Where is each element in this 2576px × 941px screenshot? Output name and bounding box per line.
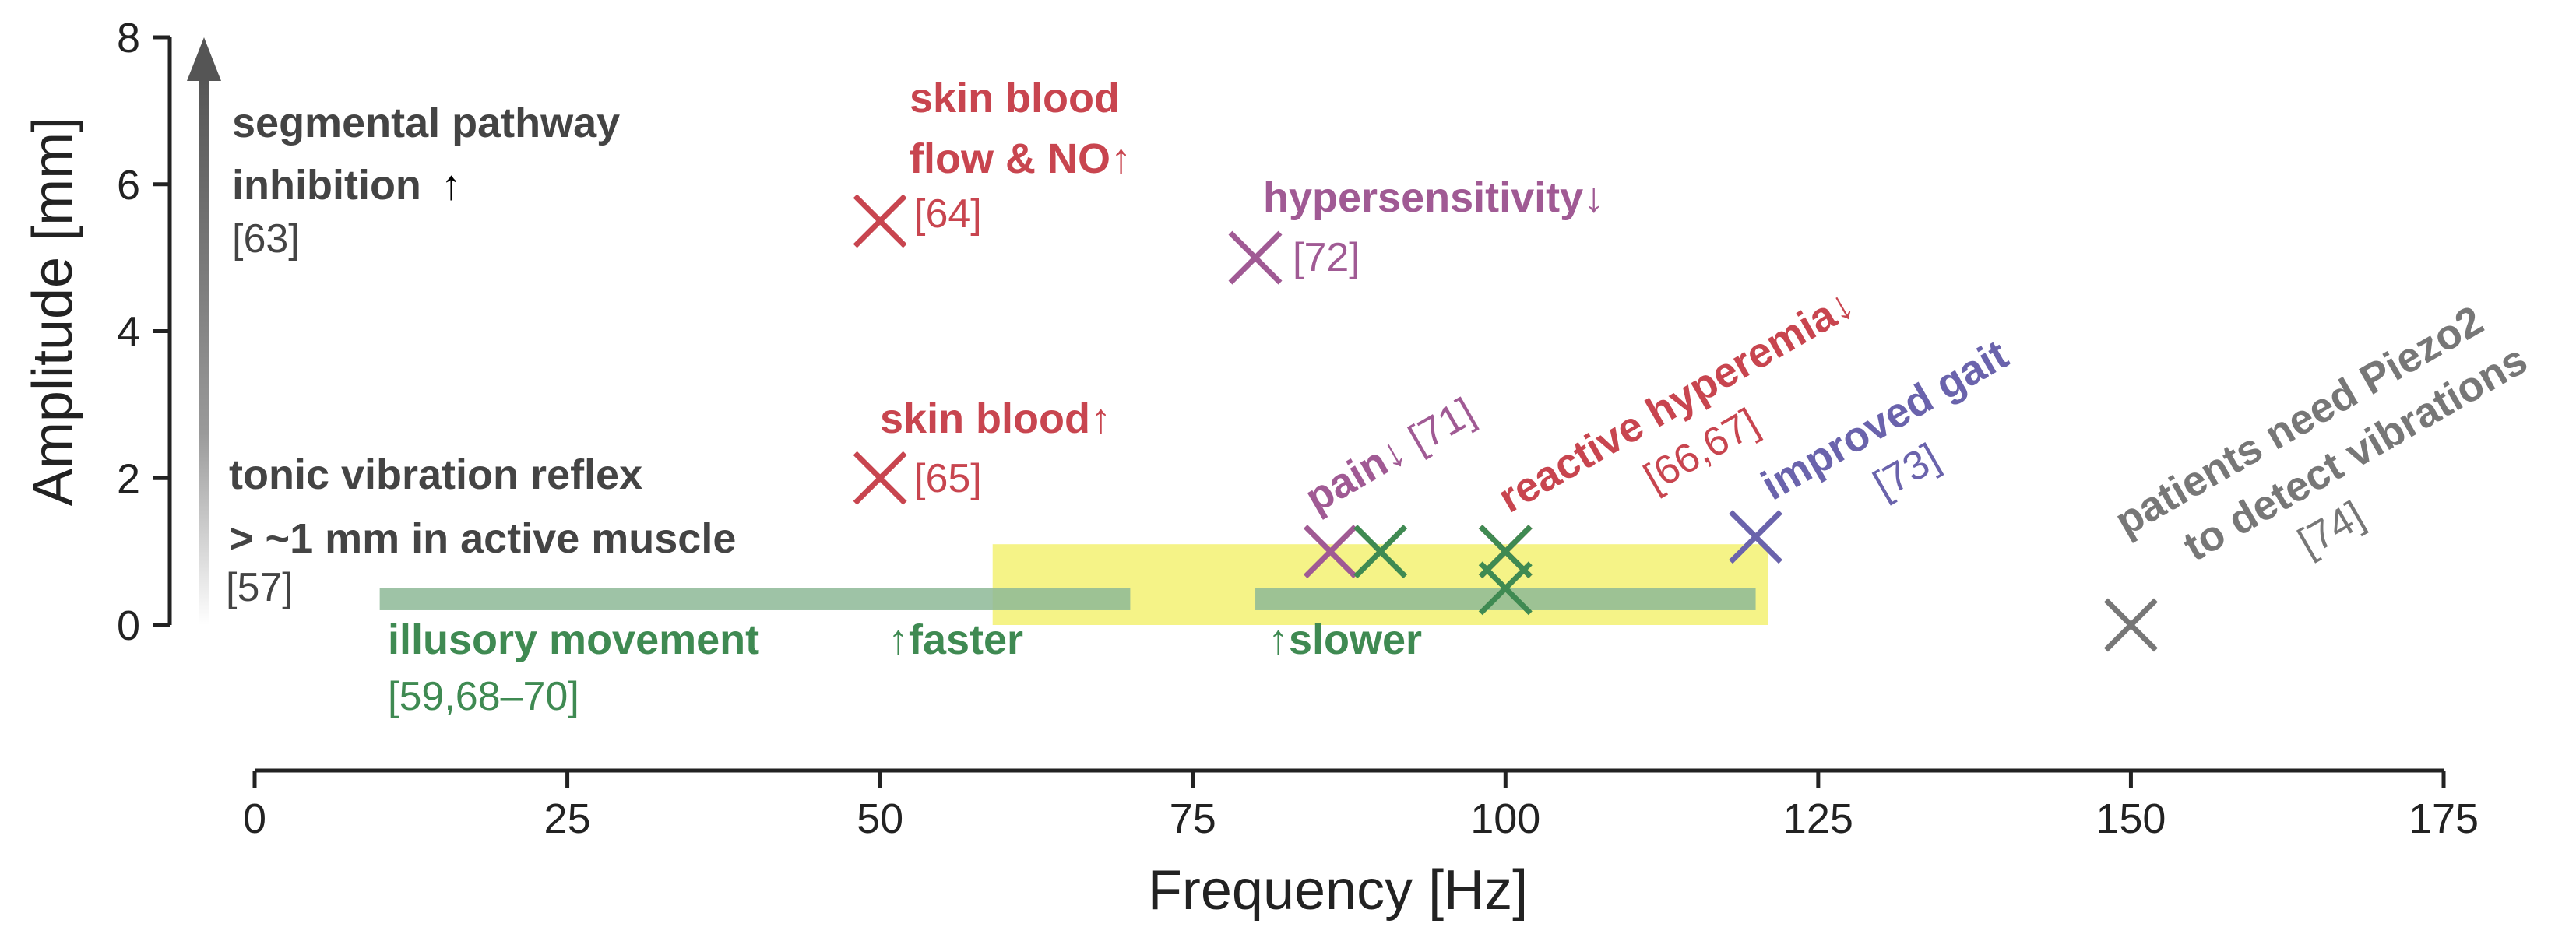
data-point-7	[1478, 561, 1533, 616]
data-point-3	[1303, 525, 1357, 579]
annotation-skin-flow-line2: flow & NO↑	[910, 135, 1131, 182]
annotation-illusory-ref: [59,68–70]	[388, 674, 579, 719]
annotation-skin-blood-ref: [65]	[914, 456, 982, 501]
pain-ref: [71]	[1402, 389, 1483, 462]
data-point-0	[853, 194, 907, 248]
segmental-line2-text: inhibition	[232, 162, 421, 209]
annotation-illusory: illusory movement	[388, 616, 759, 663]
data-point-8-stroke-b	[1729, 510, 1783, 564]
y-axis-title: Amplitude [mm]	[22, 117, 84, 506]
data-point-2	[1228, 230, 1283, 285]
annotation-skin-blood: skin blood↑	[880, 395, 1111, 442]
x-tick-label-150: 150	[2096, 795, 2166, 842]
annotation-faster: ↑faster	[888, 616, 1023, 663]
data-point-3-stroke-b	[1303, 525, 1357, 579]
x-tick-label-0: 0	[243, 795, 266, 842]
annotation-segmental-line1: segmental pathway	[232, 100, 620, 146]
data-point-9-stroke-b	[2103, 598, 2158, 652]
x-tick-label-25: 25	[544, 795, 591, 842]
data-point-1-stroke-b	[853, 451, 907, 505]
annotation-piezo-group: patients need Piezo2 to detect vibration…	[2107, 297, 2535, 570]
amplitude-arrow-shaft	[199, 76, 209, 625]
pain-label: pain↓	[1297, 427, 1414, 521]
annotation-tonic-ref: [57]	[226, 565, 294, 610]
y-tick-label-6: 6	[117, 162, 140, 209]
x-tick-label-125: 125	[1783, 795, 1853, 842]
annotation-pain: pain↓ [71]	[1297, 388, 1483, 522]
annotation-gait-group: improved gait [73]	[1754, 331, 2016, 509]
y-tick-label-4: 4	[117, 309, 140, 356]
x-tick-label-50: 50	[857, 795, 903, 842]
data-point-7-stroke-b	[1478, 561, 1533, 616]
range-band-faster	[379, 588, 1131, 610]
data-point-2-stroke-b	[1228, 230, 1283, 285]
segmental-up-arrow: ↑	[441, 162, 462, 209]
annotation-slower: ↑slower	[1268, 616, 1422, 663]
annotation-skin-flow-ref: [64]	[914, 191, 982, 237]
x-tick-label-100: 100	[1470, 795, 1540, 842]
amplitude-arrow-head	[187, 37, 221, 81]
annotation-tonic-line1: tonic vibration reflex	[229, 451, 642, 498]
data-point-1	[853, 451, 907, 505]
annotation-tonic-line2: > ~1 mm in active muscle	[229, 515, 736, 562]
background-layer	[187, 37, 1768, 625]
annotation-hypersensitivity: hypersensitivity↓	[1263, 174, 1604, 221]
x-tick-label-175: 175	[2409, 795, 2479, 842]
data-point-4	[1353, 525, 1408, 579]
annotation-segmental-line2: inhibition ↑	[232, 162, 462, 209]
data-point-8	[1729, 510, 1783, 564]
axes: 0 2 4 6 8 0 25 50 75 100 125 150 175	[117, 15, 2479, 842]
x-axis-title: Frequency [Hz]	[1148, 859, 1528, 922]
y-tick-label-8: 8	[117, 15, 140, 61]
annotation-skin-flow-line1: skin blood	[910, 75, 1120, 121]
x-tick-label-75: 75	[1170, 795, 1216, 842]
annotation-segmental-ref: [63]	[232, 216, 300, 262]
highlight-region	[992, 544, 1768, 625]
annotation-pain-group: pain↓ [71]	[1297, 388, 1483, 522]
data-point-9	[2103, 598, 2158, 652]
y-tick-label-2: 2	[117, 455, 140, 502]
data-point-0-stroke-b	[853, 194, 907, 248]
y-tick-label-0: 0	[117, 602, 140, 649]
data-points	[853, 194, 2158, 652]
annotation-hypersensitivity-ref: [72]	[1293, 235, 1360, 280]
data-point-4-stroke-b	[1353, 525, 1408, 579]
